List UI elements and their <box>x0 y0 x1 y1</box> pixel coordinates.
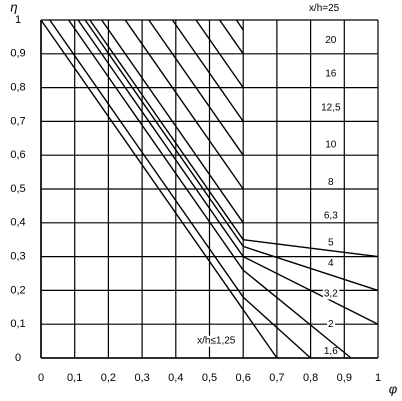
label-bg <box>327 237 336 249</box>
y-tick-label: 0,9 <box>10 48 25 60</box>
label-bg <box>322 345 340 357</box>
line <box>124 19 244 190</box>
x-tick-label: 0,2 <box>101 372 116 384</box>
y-tick-label: 1 <box>15 14 21 26</box>
line <box>49 19 312 359</box>
y-tick-label: 0,4 <box>10 217 25 229</box>
y-tick-label: 0 <box>15 352 21 364</box>
x-tick-label: 1 <box>375 372 381 384</box>
series-label: 2 <box>328 319 334 330</box>
label-bg <box>324 68 338 80</box>
line <box>235 19 244 31</box>
series-label: 10 <box>325 140 337 151</box>
label-bg <box>324 34 338 46</box>
y-axis-label: η <box>10 0 17 14</box>
label-bg <box>327 318 336 330</box>
x-tick-label: 0,7 <box>269 372 284 384</box>
y-tick-label: 0,7 <box>10 115 25 127</box>
label-bg <box>324 139 338 151</box>
y-tick-label: 0,8 <box>10 82 25 94</box>
line <box>77 19 379 325</box>
series-label: 20 <box>325 35 337 46</box>
line <box>68 19 352 359</box>
x-tick-label: 0,1 <box>67 372 82 384</box>
series-label: 1,6 <box>324 346 338 357</box>
series-label: 12,5 <box>321 103 341 114</box>
y-tick-label: 0,6 <box>10 149 25 161</box>
y-tick-label: 0,1 <box>10 318 25 330</box>
x-tick-label: 0 <box>38 372 44 384</box>
series-label: x/h=25 <box>309 3 340 14</box>
line <box>195 19 244 89</box>
x-tick-label: 0,8 <box>303 372 318 384</box>
label-bg <box>307 2 341 14</box>
y-tick-label: 0,3 <box>10 251 25 263</box>
x-tick-label: 0,6 <box>236 372 251 384</box>
x-tick-label: 0,4 <box>168 372 183 384</box>
series-label: 8 <box>328 177 334 188</box>
line <box>84 19 379 292</box>
series-label: 5 <box>328 238 334 249</box>
series-label: 3,2 <box>324 288 338 299</box>
x-tick-label: 0,5 <box>202 372 217 384</box>
line <box>148 19 244 156</box>
series-label: x/h≤1,25 <box>197 336 236 347</box>
line <box>89 19 379 258</box>
line <box>171 19 244 122</box>
line <box>101 19 244 224</box>
line <box>40 19 278 359</box>
label-bg <box>196 335 237 347</box>
label-bg <box>327 258 336 270</box>
label-bg <box>327 176 336 188</box>
series-label: 6,3 <box>324 211 338 222</box>
y-tick-label: 0,2 <box>10 284 25 296</box>
x-tick-label: 0,9 <box>337 372 352 384</box>
label-bg <box>322 288 340 300</box>
series-label: 16 <box>325 69 337 80</box>
x-axis-label: φ <box>389 381 398 396</box>
series-label: 4 <box>328 258 334 269</box>
y-tick-label: 0,5 <box>10 183 25 195</box>
label-bg <box>320 102 342 114</box>
x-tick-label: 0,3 <box>134 372 149 384</box>
line <box>219 19 244 55</box>
label-bg <box>322 210 340 222</box>
